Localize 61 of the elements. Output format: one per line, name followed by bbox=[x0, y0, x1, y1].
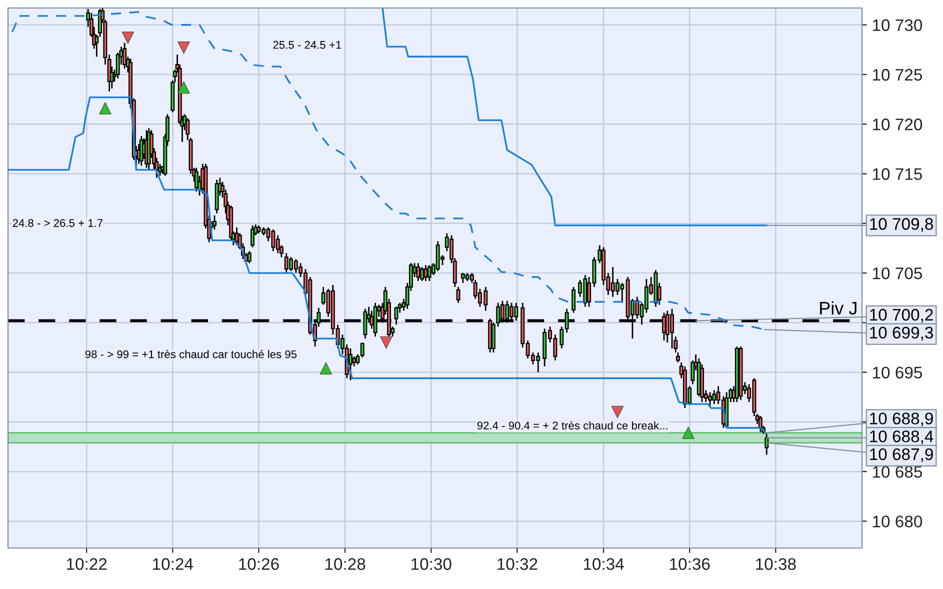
candlestick bbox=[427, 264, 432, 282]
point bbox=[380, 336, 392, 349]
annotation: 10 688,9 bbox=[870, 412, 933, 426]
candlestick bbox=[572, 286, 576, 314]
y-tick-label: 10 730 bbox=[872, 19, 922, 32]
candlestick bbox=[424, 264, 428, 282]
candlestick bbox=[247, 250, 252, 264]
candlestick bbox=[348, 348, 352, 381]
x-tick-label: 10:34 bbox=[584, 558, 624, 570]
annotation: 10 700,2 bbox=[870, 308, 933, 323]
annotation: 10 699,3 bbox=[870, 326, 933, 341]
y-tick-label: 10 715 bbox=[872, 168, 922, 180]
y-tick-label: 10 720 bbox=[872, 118, 922, 130]
point bbox=[682, 426, 694, 440]
annotation: 25.5 - 24.5 +1 bbox=[273, 40, 342, 49]
candlestick bbox=[416, 262, 420, 282]
y-tick-label: 10 680 bbox=[872, 516, 922, 528]
y-tick-label: 10 705 bbox=[872, 267, 922, 280]
y-tick-label: 10 695 bbox=[872, 366, 922, 379]
candlestick bbox=[708, 391, 712, 407]
y-tick-label: 10 725 bbox=[872, 68, 922, 81]
x-tick-label: 10:30 bbox=[412, 558, 452, 570]
candlestick bbox=[764, 433, 769, 456]
candlestick bbox=[356, 354, 360, 366]
line-series bbox=[8, 96, 766, 434]
candlestick bbox=[394, 306, 398, 326]
candlestick bbox=[363, 308, 368, 340]
point bbox=[178, 42, 190, 54]
point bbox=[99, 102, 112, 114]
candlestick bbox=[712, 389, 716, 405]
point bbox=[122, 32, 134, 44]
x-tick-label: 10:26 bbox=[239, 558, 279, 570]
annotation: 92.4 - 90.4 = + 2 très chaud ce break... bbox=[477, 421, 668, 430]
x-tick-label: 10:22 bbox=[66, 558, 107, 570]
point bbox=[178, 81, 190, 94]
candlestick bbox=[676, 352, 680, 364]
candlestick bbox=[212, 214, 216, 230]
line-series bbox=[382, 8, 768, 226]
point bbox=[611, 406, 624, 418]
candlestick bbox=[456, 286, 460, 304]
candlestick bbox=[560, 326, 564, 350]
candlestick bbox=[491, 322, 496, 354]
candlestick bbox=[250, 224, 254, 248]
y-tick-label: 10 685 bbox=[872, 466, 922, 478]
candlestick bbox=[758, 415, 762, 433]
annotation: 10 687,9 bbox=[870, 448, 933, 462]
x-tick-label: 10:36 bbox=[670, 558, 710, 570]
x-tick-label: 10:38 bbox=[756, 558, 796, 570]
annotation: 24.8 - > 26.5 + 1.7 bbox=[12, 219, 103, 227]
annotation: 10 688,4 bbox=[870, 430, 934, 444]
annotation: 10 709,8 bbox=[870, 218, 933, 232]
candlestick bbox=[420, 266, 424, 282]
x-tick-label: 10:24 bbox=[153, 558, 194, 570]
point bbox=[320, 362, 332, 374]
candlestick bbox=[370, 310, 374, 330]
x-tick-label: 10:28 bbox=[325, 558, 366, 570]
x-tick-label: 10:32 bbox=[498, 558, 538, 570]
candlestick bbox=[360, 342, 364, 358]
candlestick bbox=[352, 356, 356, 368]
ref-line-label: Piv J bbox=[820, 301, 856, 315]
annotation: 98 - > 99 = +1 très chaud car touché les 95 bbox=[85, 350, 297, 358]
